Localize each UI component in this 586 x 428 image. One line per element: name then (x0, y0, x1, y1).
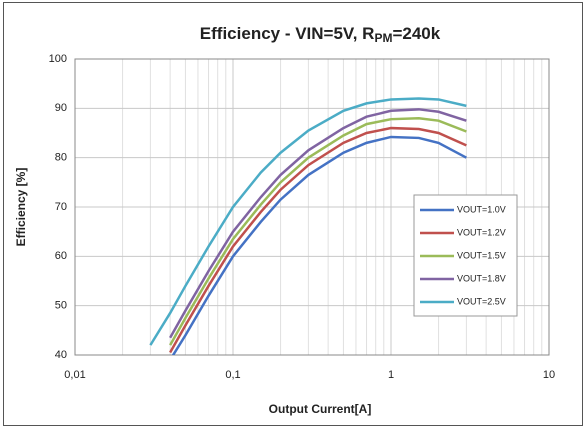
x-tick-label: 0,01 (64, 369, 85, 381)
series-line (171, 135, 467, 355)
series-line (169, 116, 467, 346)
title-part: =240k (392, 24, 440, 43)
legend-label: VOUT=1.8V (457, 273, 506, 283)
y-tick-label: 40 (55, 349, 67, 361)
y-tick-label: 70 (55, 201, 67, 213)
legend-label: VOUT=2.5V (457, 296, 506, 306)
legend-label: VOUT=1.5V (457, 250, 506, 260)
y-tick-label: 80 (55, 152, 67, 164)
plot-border (74, 58, 550, 356)
series-line (169, 108, 467, 339)
y-tick-label: 90 (55, 102, 67, 114)
legend-label: VOUT=1.2V (457, 227, 506, 237)
chart-title: Efficiency - VIN=5V, RPM=240k (200, 24, 441, 45)
y-axis-label: Efficiency [%] (14, 168, 28, 247)
y-tick-label: 60 (55, 250, 67, 262)
x-axis-label: Output Current[A] (269, 402, 372, 416)
series-line (169, 126, 467, 354)
title-subscript: PM (374, 31, 392, 45)
legend-label: VOUT=1.0V (457, 204, 506, 214)
title-part: Efficiency - VIN=5V, R (200, 24, 375, 43)
y-tick-label: 100 (49, 53, 67, 65)
series-line (149, 97, 467, 346)
y-tick-label: 50 (55, 300, 67, 312)
x-tick-label: 1 (388, 369, 394, 381)
x-tick-label: 0,1 (225, 369, 240, 381)
x-tick-label: 10 (543, 369, 555, 381)
